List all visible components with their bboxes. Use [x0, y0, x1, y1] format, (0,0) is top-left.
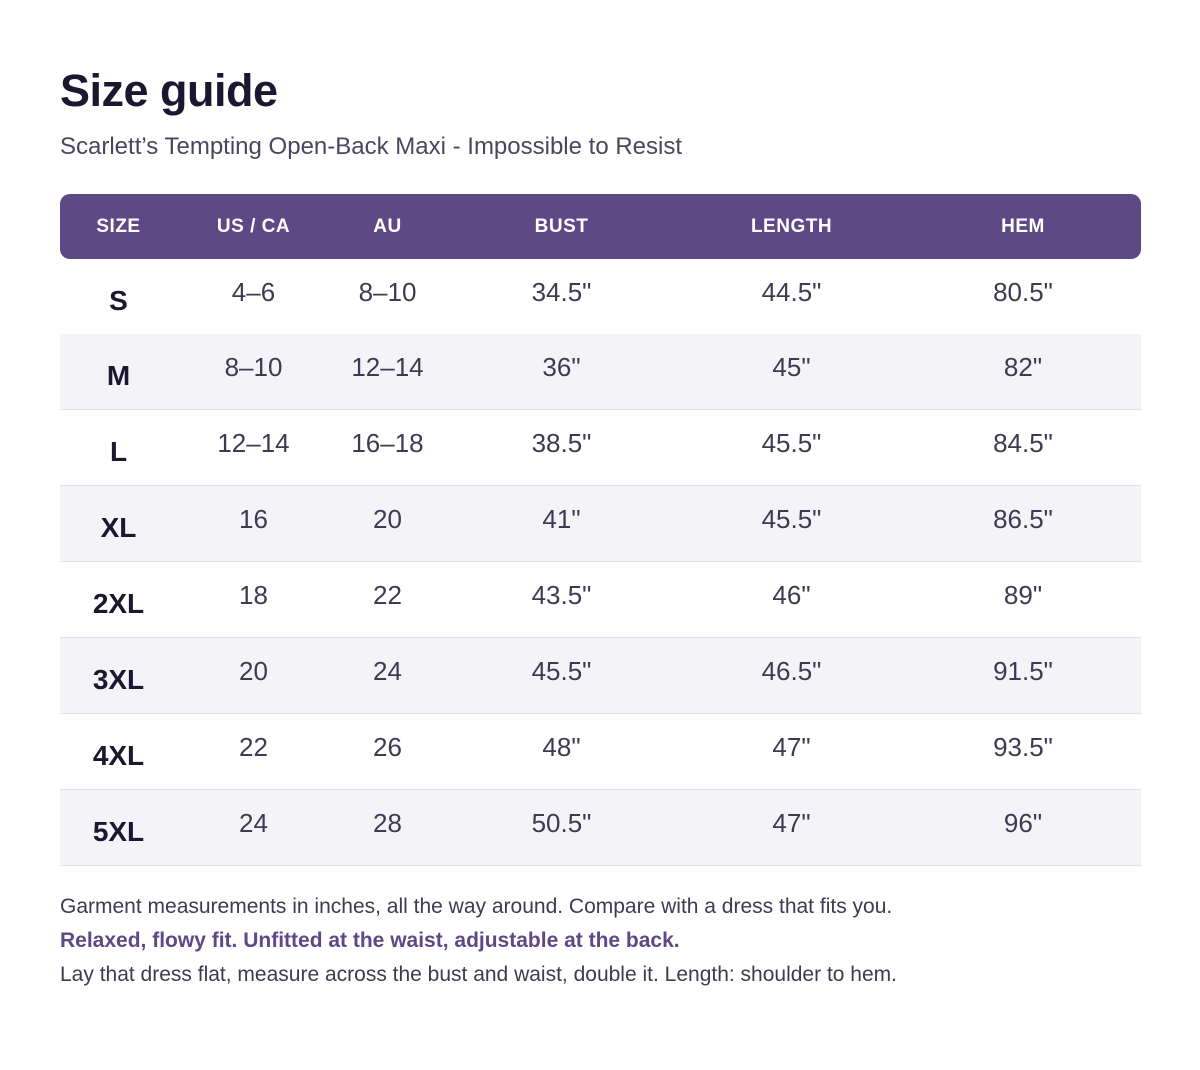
table-row: XL 16 20 41" 45.5" 86.5"	[60, 486, 1141, 562]
table-header: SIZE US / CA AU BUST LENGTH HEM	[60, 194, 1141, 259]
bust-cell: 45.5"	[445, 638, 678, 714]
size-cell: 5XL	[60, 790, 177, 866]
column-header-us-ca: US / CA	[177, 194, 330, 259]
length-cell: 47"	[678, 790, 905, 866]
bust-cell: 41"	[445, 486, 678, 562]
bust-cell: 50.5"	[445, 790, 678, 866]
table-row: 2XL 18 22 43.5" 46" 89"	[60, 562, 1141, 638]
bust-cell: 36"	[445, 334, 678, 410]
table-body: S 4–6 8–10 34.5" 44.5" 80.5" M 8–10 12–1…	[60, 259, 1141, 866]
hem-cell: 82"	[905, 334, 1141, 410]
length-cell: 44.5"	[678, 259, 905, 334]
length-cell: 47"	[678, 714, 905, 790]
column-header-length: LENGTH	[678, 194, 905, 259]
size-cell: S	[60, 259, 177, 334]
bust-cell: 34.5"	[445, 259, 678, 334]
bust-cell: 43.5"	[445, 562, 678, 638]
us-ca-cell: 24	[177, 790, 330, 866]
au-cell: 26	[330, 714, 445, 790]
hem-cell: 86.5"	[905, 486, 1141, 562]
au-cell: 16–18	[330, 410, 445, 486]
length-cell: 46"	[678, 562, 905, 638]
page-title: Size guide	[60, 65, 278, 116]
product-subtitle: Scarlett’s Tempting Open-Back Maxi - Imp…	[60, 133, 683, 160]
table-row: 5XL 24 28 50.5" 47" 96"	[60, 790, 1141, 866]
us-ca-cell: 20	[177, 638, 330, 714]
length-cell: 45.5"	[678, 486, 905, 562]
au-cell: 28	[330, 790, 445, 866]
size-cell: XL	[60, 486, 177, 562]
size-table: SIZE US / CA AU BUST LENGTH HEM S 4–6 8–…	[60, 194, 1141, 866]
size-cell: 2XL	[60, 562, 177, 638]
header-row: SIZE US / CA AU BUST LENGTH HEM	[60, 194, 1141, 259]
column-header-hem: HEM	[905, 194, 1141, 259]
length-cell: 45.5"	[678, 410, 905, 486]
hem-cell: 80.5"	[905, 259, 1141, 334]
hem-cell: 93.5"	[905, 714, 1141, 790]
size-cell: L	[60, 410, 177, 486]
bust-cell: 38.5"	[445, 410, 678, 486]
length-cell: 45"	[678, 334, 905, 410]
table-row: 3XL 20 24 45.5" 46.5" 91.5"	[60, 638, 1141, 714]
us-ca-cell: 12–14	[177, 410, 330, 486]
size-cell: 3XL	[60, 638, 177, 714]
table-row: M 8–10 12–14 36" 45" 82"	[60, 334, 1141, 410]
hem-cell: 96"	[905, 790, 1141, 866]
au-cell: 22	[330, 562, 445, 638]
au-cell: 12–14	[330, 334, 445, 410]
table-row: 4XL 22 26 48" 47" 93.5"	[60, 714, 1141, 790]
us-ca-cell: 22	[177, 714, 330, 790]
us-ca-cell: 16	[177, 486, 330, 562]
measurement-note: Garment measurements in inches, all the …	[60, 895, 893, 918]
au-cell: 8–10	[330, 259, 445, 334]
us-ca-cell: 18	[177, 562, 330, 638]
bust-cell: 48"	[445, 714, 678, 790]
length-cell: 46.5"	[678, 638, 905, 714]
footnotes: Garment measurements in inches, all the …	[60, 890, 1150, 992]
us-ca-cell: 8–10	[177, 334, 330, 410]
column-header-au: AU	[330, 194, 445, 259]
how-to-measure-note: Lay that dress flat, measure across the …	[60, 963, 897, 986]
hem-cell: 91.5"	[905, 638, 1141, 714]
table-row: L 12–14 16–18 38.5" 45.5" 84.5"	[60, 410, 1141, 486]
table-row: S 4–6 8–10 34.5" 44.5" 80.5"	[60, 259, 1141, 334]
au-cell: 24	[330, 638, 445, 714]
size-cell: 4XL	[60, 714, 177, 790]
column-header-size: SIZE	[60, 194, 177, 259]
column-header-bust: BUST	[445, 194, 678, 259]
size-cell: M	[60, 334, 177, 410]
hem-cell: 89"	[905, 562, 1141, 638]
us-ca-cell: 4–6	[177, 259, 330, 334]
hem-cell: 84.5"	[905, 410, 1141, 486]
fit-note: Relaxed, flowy fit. Unfitted at the wais…	[60, 929, 680, 952]
au-cell: 20	[330, 486, 445, 562]
